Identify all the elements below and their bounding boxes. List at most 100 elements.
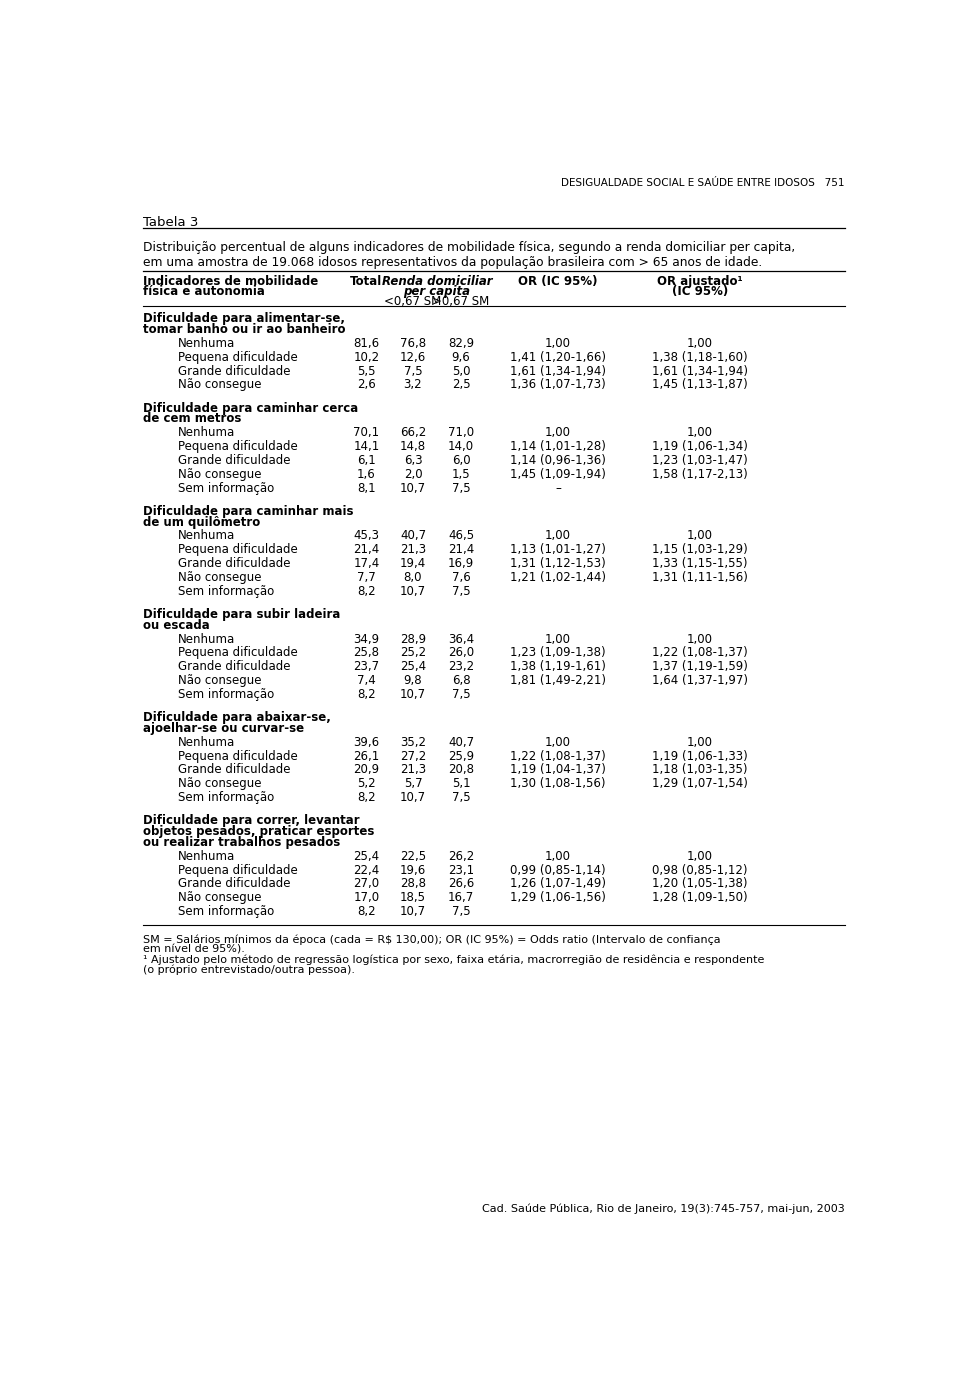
- Text: Dificuldade para subir ladeira: Dificuldade para subir ladeira: [143, 609, 341, 621]
- Text: <0,67 SM: <0,67 SM: [384, 296, 442, 308]
- Text: 23,7: 23,7: [353, 660, 379, 674]
- Text: 1,00: 1,00: [686, 736, 712, 748]
- Text: Dificuldade para caminhar mais: Dificuldade para caminhar mais: [143, 505, 353, 517]
- Text: 5,5: 5,5: [357, 365, 375, 378]
- Text: 1,22 (1,08-1,37): 1,22 (1,08-1,37): [652, 646, 748, 660]
- Text: 1,22 (1,08-1,37): 1,22 (1,08-1,37): [510, 750, 606, 762]
- Text: 16,9: 16,9: [448, 557, 474, 570]
- Text: Sem informação: Sem informação: [179, 585, 275, 597]
- Text: 1,58 (1,17-2,13): 1,58 (1,17-2,13): [652, 467, 748, 481]
- Text: Tabela 3: Tabela 3: [143, 216, 199, 230]
- Text: 7,5: 7,5: [452, 791, 470, 804]
- Text: Nenhuma: Nenhuma: [179, 530, 235, 542]
- Text: 9,8: 9,8: [403, 674, 422, 687]
- Text: Não consegue: Não consegue: [179, 777, 262, 790]
- Text: 1,00: 1,00: [686, 632, 712, 646]
- Text: de cem metros: de cem metros: [143, 412, 242, 426]
- Text: Grande dificuldade: Grande dificuldade: [179, 365, 291, 378]
- Text: 21,4: 21,4: [448, 544, 474, 556]
- Text: 1,00: 1,00: [545, 849, 571, 863]
- Text: 5,7: 5,7: [403, 777, 422, 790]
- Text: 1,64 (1,37-1,97): 1,64 (1,37-1,97): [652, 674, 748, 687]
- Text: 1,00: 1,00: [545, 426, 571, 440]
- Text: Não consegue: Não consegue: [179, 379, 262, 391]
- Text: 8,1: 8,1: [357, 481, 375, 495]
- Text: 1,00: 1,00: [545, 736, 571, 748]
- Text: 1,00: 1,00: [545, 530, 571, 542]
- Text: 7,5: 7,5: [452, 585, 470, 597]
- Text: 40,7: 40,7: [448, 736, 474, 748]
- Text: 25,4: 25,4: [353, 849, 379, 863]
- Text: 7,5: 7,5: [452, 687, 470, 701]
- Text: 1,28 (1,09-1,50): 1,28 (1,09-1,50): [652, 891, 748, 904]
- Text: 10,2: 10,2: [353, 351, 379, 364]
- Text: Grande dificuldade: Grande dificuldade: [179, 877, 291, 891]
- Text: 1,14 (0,96-1,36): 1,14 (0,96-1,36): [510, 454, 606, 467]
- Text: 1,15 (1,03-1,29): 1,15 (1,03-1,29): [652, 544, 748, 556]
- Text: Não consegue: Não consegue: [179, 674, 262, 687]
- Text: tomar banho ou ir ao banheiro: tomar banho ou ir ao banheiro: [143, 324, 346, 336]
- Text: ou escada: ou escada: [143, 618, 210, 632]
- Text: Pequena dificuldade: Pequena dificuldade: [179, 544, 298, 556]
- Text: 1,6: 1,6: [357, 467, 375, 481]
- Text: 17,4: 17,4: [353, 557, 379, 570]
- Text: 6,3: 6,3: [403, 454, 422, 467]
- Text: 22,4: 22,4: [353, 863, 379, 877]
- Text: 1,00: 1,00: [686, 337, 712, 350]
- Text: 1,31 (1,12-1,53): 1,31 (1,12-1,53): [510, 557, 606, 570]
- Text: 5,0: 5,0: [452, 365, 470, 378]
- Text: 76,8: 76,8: [400, 337, 426, 350]
- Text: 18,5: 18,5: [400, 891, 426, 904]
- Text: 1,19 (1,06-1,34): 1,19 (1,06-1,34): [652, 440, 748, 454]
- Text: 1,81 (1,49-2,21): 1,81 (1,49-2,21): [510, 674, 606, 687]
- Text: 26,6: 26,6: [448, 877, 474, 891]
- Text: objetos pesados, praticar esportes: objetos pesados, praticar esportes: [143, 826, 374, 838]
- Text: 10,7: 10,7: [400, 687, 426, 701]
- Text: Não consegue: Não consegue: [179, 891, 262, 904]
- Text: Nenhuma: Nenhuma: [179, 426, 235, 440]
- Text: 19,6: 19,6: [399, 863, 426, 877]
- Text: 1,14 (1,01-1,28): 1,14 (1,01-1,28): [510, 440, 606, 454]
- Text: 2,5: 2,5: [452, 379, 470, 391]
- Text: 1,38 (1,19-1,61): 1,38 (1,19-1,61): [510, 660, 606, 674]
- Text: Distribuição percentual de alguns indicadores de mobilidade física, segundo a re: Distribuição percentual de alguns indica…: [143, 241, 796, 253]
- Text: 70,1: 70,1: [353, 426, 379, 440]
- Text: 26,2: 26,2: [448, 849, 474, 863]
- Text: 34,9: 34,9: [353, 632, 379, 646]
- Text: 1,19 (1,06-1,33): 1,19 (1,06-1,33): [652, 750, 748, 762]
- Text: Não consegue: Não consegue: [179, 467, 262, 481]
- Text: 22,5: 22,5: [400, 849, 426, 863]
- Text: 1,38 (1,18-1,60): 1,38 (1,18-1,60): [652, 351, 748, 364]
- Text: Pequena dificuldade: Pequena dificuldade: [179, 750, 298, 762]
- Text: 7,5: 7,5: [403, 365, 422, 378]
- Text: 16,7: 16,7: [448, 891, 474, 904]
- Text: Pequena dificuldade: Pequena dificuldade: [179, 351, 298, 364]
- Text: 19,4: 19,4: [399, 557, 426, 570]
- Text: 1,00: 1,00: [545, 337, 571, 350]
- Text: 66,2: 66,2: [399, 426, 426, 440]
- Text: 6,0: 6,0: [452, 454, 470, 467]
- Text: 7,4: 7,4: [357, 674, 375, 687]
- Text: 1,36 (1,07-1,73): 1,36 (1,07-1,73): [510, 379, 606, 391]
- Text: Sem informação: Sem informação: [179, 904, 275, 918]
- Text: Grande dificuldade: Grande dificuldade: [179, 763, 291, 776]
- Text: 40,7: 40,7: [400, 530, 426, 542]
- Text: Grande dificuldade: Grande dificuldade: [179, 454, 291, 467]
- Text: (o próprio entrevistado/outra pessoa).: (o próprio entrevistado/outra pessoa).: [143, 964, 355, 975]
- Text: 25,9: 25,9: [448, 750, 474, 762]
- Text: ou realizar trabalhos pesados: ou realizar trabalhos pesados: [143, 835, 341, 849]
- Text: Pequena dificuldade: Pequena dificuldade: [179, 863, 298, 877]
- Text: 6,8: 6,8: [452, 674, 470, 687]
- Text: DESIGUALDADE SOCIAL E SAÚDE ENTRE IDOSOS   751: DESIGUALDADE SOCIAL E SAÚDE ENTRE IDOSOS…: [562, 177, 845, 188]
- Text: 26,1: 26,1: [353, 750, 379, 762]
- Text: 1,30 (1,08-1,56): 1,30 (1,08-1,56): [510, 777, 606, 790]
- Text: 1,23 (1,09-1,38): 1,23 (1,09-1,38): [510, 646, 606, 660]
- Text: 45,3: 45,3: [353, 530, 379, 542]
- Text: 7,5: 7,5: [452, 481, 470, 495]
- Text: 28,9: 28,9: [400, 632, 426, 646]
- Text: 1,26 (1,07-1,49): 1,26 (1,07-1,49): [510, 877, 606, 891]
- Text: 21,3: 21,3: [400, 763, 426, 776]
- Text: em nível de 95%).: em nível de 95%).: [143, 945, 245, 954]
- Text: Cad. Saúde Pública, Rio de Janeiro, 19(3):745-757, mai-jun, 2003: Cad. Saúde Pública, Rio de Janeiro, 19(3…: [482, 1203, 845, 1214]
- Text: 1,5: 1,5: [452, 467, 470, 481]
